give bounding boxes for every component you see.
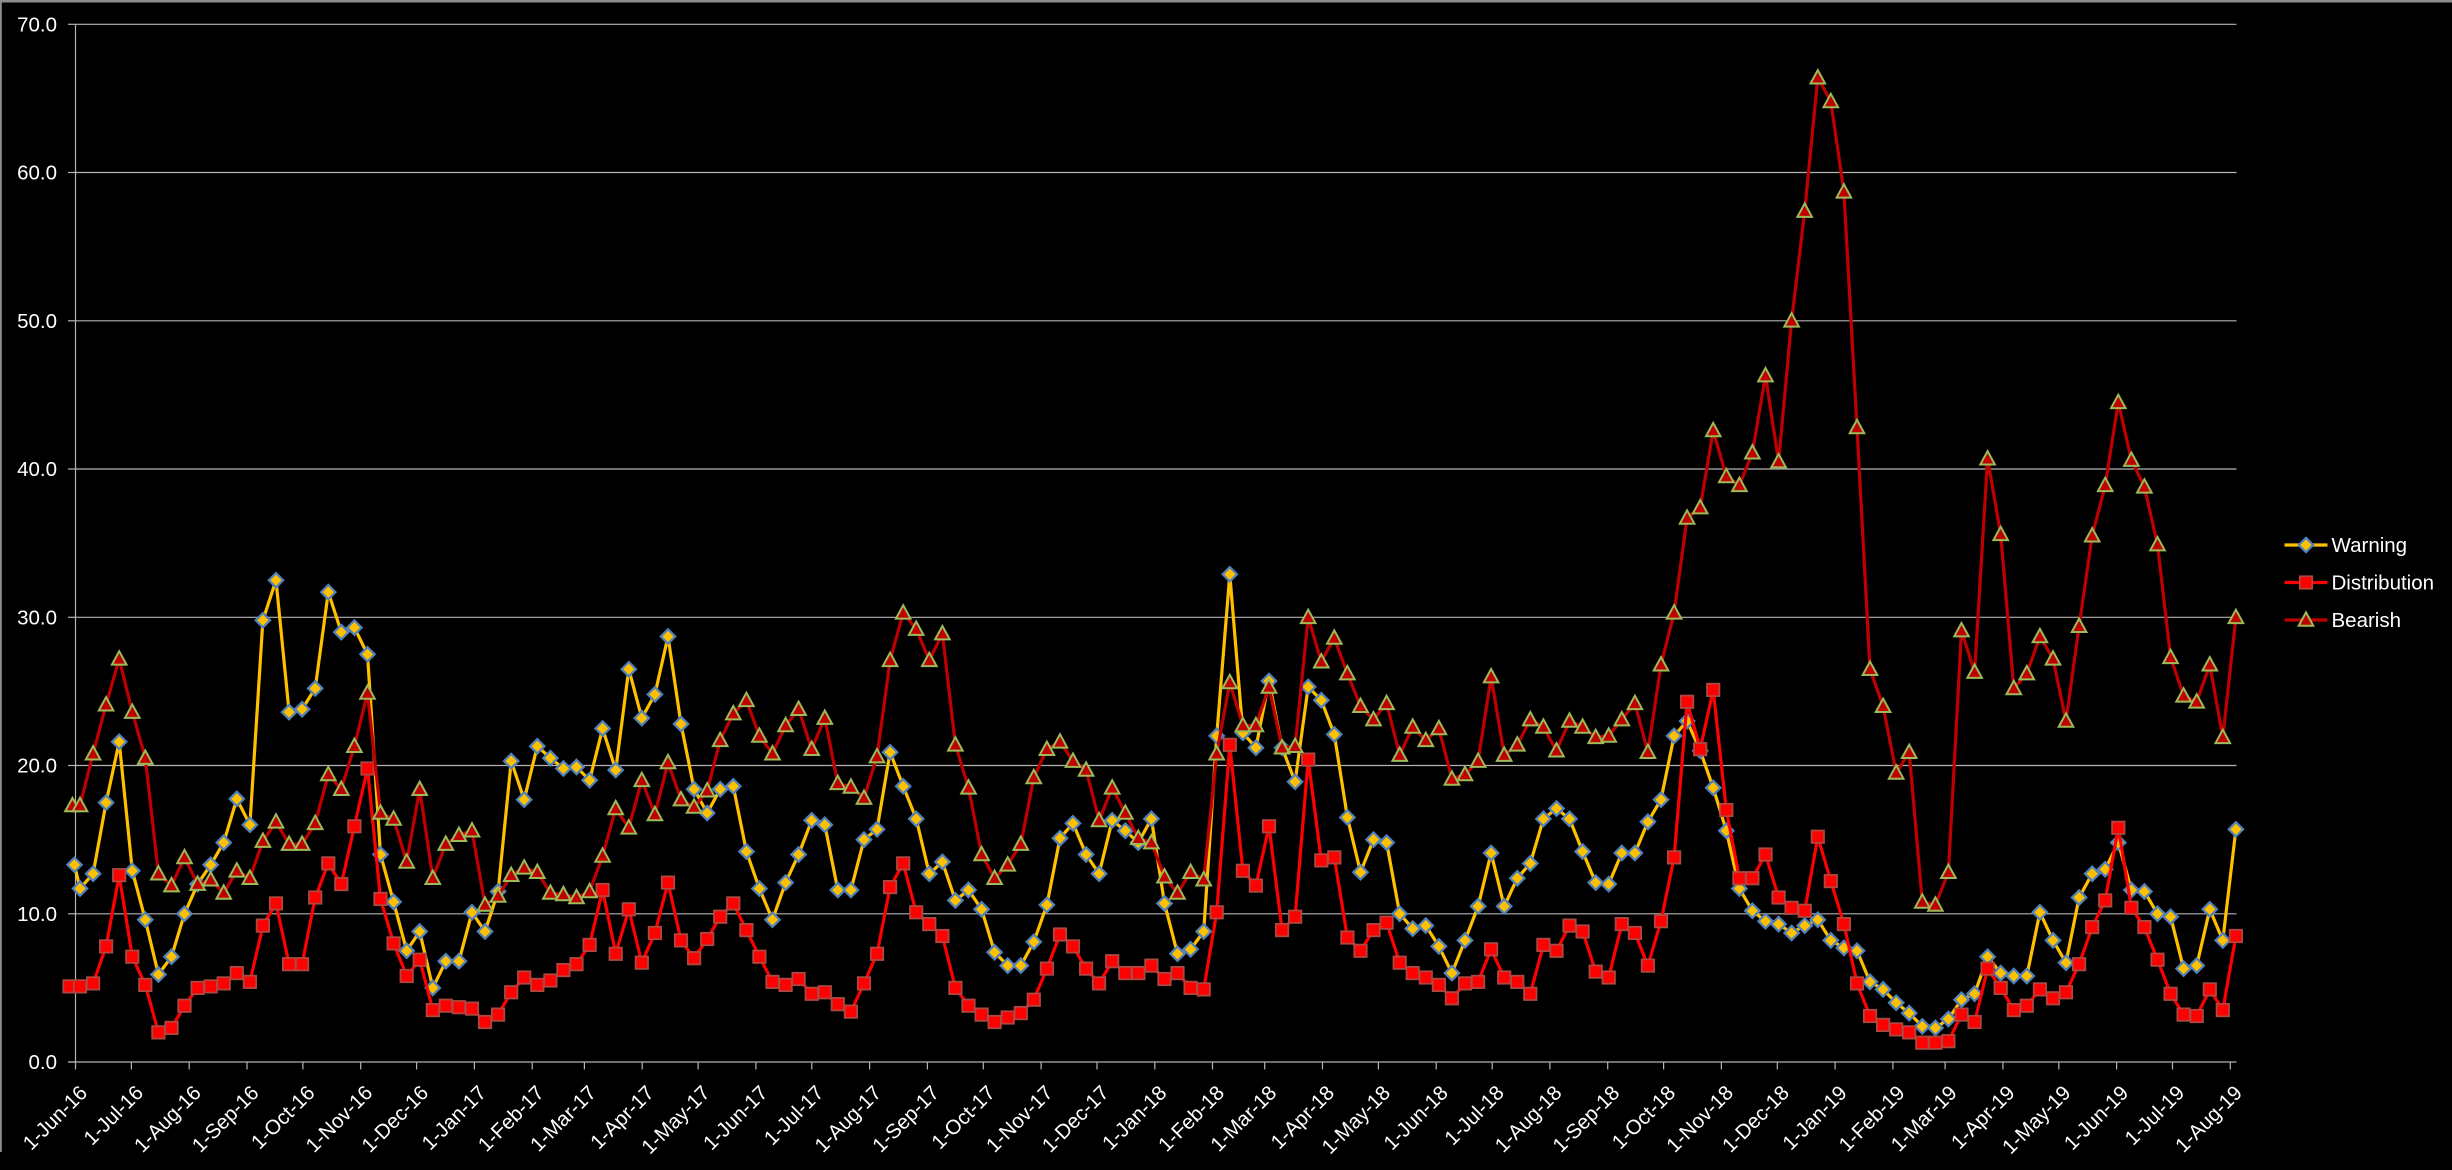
svg-text:Bearish: Bearish xyxy=(2332,609,2402,632)
svg-text:40.0: 40.0 xyxy=(17,458,57,481)
svg-text:30.0: 30.0 xyxy=(17,606,57,629)
svg-text:Distribution: Distribution xyxy=(2332,572,2435,595)
svg-text:0.0: 0.0 xyxy=(29,1051,58,1074)
svg-text:60.0: 60.0 xyxy=(17,162,57,185)
svg-text:10.0: 10.0 xyxy=(17,903,57,926)
svg-text:Warning: Warning xyxy=(2332,534,2408,557)
svg-text:70.0: 70.0 xyxy=(17,13,57,36)
svg-text:50.0: 50.0 xyxy=(17,310,57,333)
svg-text:20.0: 20.0 xyxy=(17,755,57,778)
